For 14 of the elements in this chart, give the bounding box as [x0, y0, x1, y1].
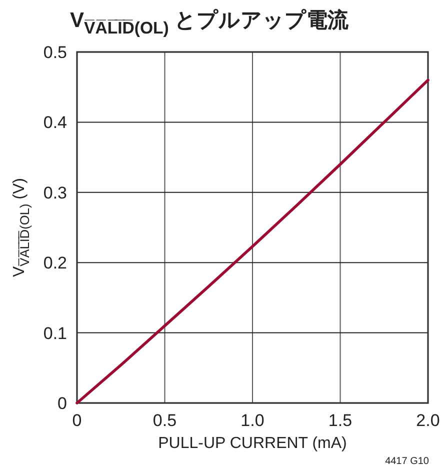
- y-tick-label: 0.2: [43, 254, 67, 273]
- y-tick-label: 0.1: [43, 324, 67, 343]
- y-tick-label: 0: [58, 394, 67, 413]
- text: 4417 G10: [385, 456, 430, 467]
- x-tick-label: 1.0: [240, 411, 264, 430]
- x-tick-label: 1.5: [328, 411, 352, 430]
- y-tick-label: 0.4: [43, 113, 67, 132]
- y-tick-label: 0.5: [43, 43, 67, 62]
- chart-title: V$_{V̅A̅L̅I̅D̅(OL)}$ とプルアップ電流: [70, 8, 350, 38]
- y-tick-label: 0.3: [43, 183, 67, 202]
- x-tick-label: 2.0: [416, 411, 440, 430]
- x-tick-label: 0.5: [152, 411, 177, 430]
- x-tick-label: 0: [72, 411, 82, 430]
- x-axis-title: PULL-UP CURRENT (mA): [158, 435, 347, 452]
